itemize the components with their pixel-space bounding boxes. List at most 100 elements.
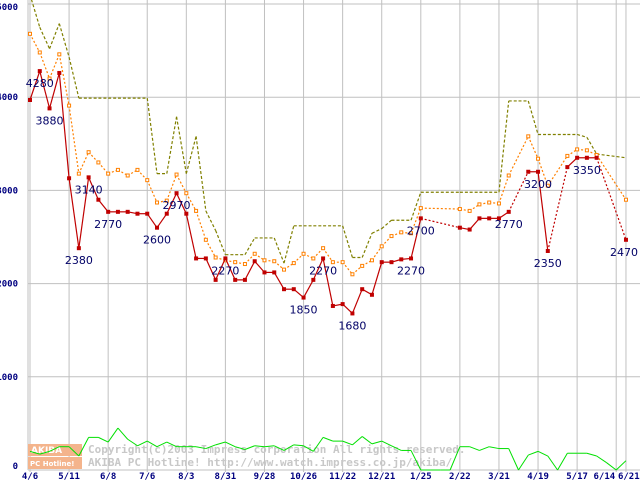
count-segment	[606, 462, 617, 471]
average-point	[467, 208, 472, 213]
data-label: 3350	[573, 164, 601, 177]
min-point	[350, 311, 355, 316]
data-label: 2770	[495, 218, 523, 231]
min-segment	[322, 258, 334, 307]
x-tick-label: 10/26	[290, 472, 317, 480]
average-point	[409, 231, 414, 236]
count-segment	[274, 445, 285, 451]
average-point	[203, 237, 208, 242]
average-point	[575, 147, 580, 152]
count-segment	[146, 440, 158, 448]
min-point	[174, 191, 179, 196]
min-point	[584, 155, 589, 160]
min-point	[389, 260, 394, 265]
max-segment	[68, 56, 80, 99]
x-tick-label: 6/21	[618, 472, 640, 480]
min-point	[418, 216, 423, 221]
watermark-copyright: Copyright(c)2003 Impress corporation All…	[88, 443, 466, 456]
min-point	[28, 97, 32, 102]
average-point	[360, 263, 365, 268]
min-point	[330, 303, 335, 308]
data-label: 2380	[65, 254, 93, 267]
min-segment	[273, 272, 285, 290]
min-segment	[146, 213, 158, 229]
min-segment	[410, 218, 422, 259]
count-segment	[586, 452, 597, 457]
data-label: 2970	[163, 199, 191, 212]
data-label: 4280	[26, 77, 54, 90]
average-point	[135, 167, 140, 172]
min-point	[47, 106, 52, 111]
average-segment	[195, 210, 207, 240]
min-segment	[508, 171, 529, 213]
min-segment	[78, 177, 90, 249]
min-point	[115, 209, 120, 214]
average-point	[487, 200, 492, 205]
average-point	[536, 156, 541, 161]
average-point	[233, 260, 238, 265]
average-segment	[58, 54, 70, 106]
count-segment	[127, 438, 138, 447]
min-point	[545, 248, 550, 253]
count-segment	[264, 445, 275, 448]
min-point	[145, 211, 150, 216]
count-segment	[449, 446, 461, 471]
count-segment	[68, 446, 80, 457]
min-point	[526, 169, 531, 174]
average-point	[252, 251, 257, 256]
average-point	[545, 183, 550, 188]
x-tick-label: 7/6	[139, 472, 155, 480]
average-point	[86, 150, 91, 155]
x-tick-label: 1/25	[410, 472, 432, 480]
max-segment	[166, 116, 178, 174]
min-point	[536, 169, 541, 174]
average-point	[47, 76, 52, 81]
average-point	[115, 167, 120, 172]
x-tick-label: 8/31	[215, 472, 237, 480]
max-segment	[175, 116, 187, 174]
x-tick-label: 11/22	[329, 472, 356, 480]
min-point	[252, 259, 257, 264]
count-segment	[596, 455, 607, 463]
min-point	[496, 216, 501, 221]
count-segment	[381, 440, 392, 447]
y-tick-label: 5000	[0, 3, 18, 13]
min-point	[487, 216, 492, 221]
average-point	[272, 259, 277, 264]
min-segment	[351, 288, 363, 314]
min-segment	[58, 72, 70, 179]
count-segment	[342, 440, 353, 446]
count-segment	[166, 441, 177, 448]
average-point	[526, 134, 531, 139]
y-tick-label: 0	[13, 462, 18, 472]
average-point	[28, 31, 32, 36]
min-segment	[88, 177, 99, 200]
data-label: 2270	[397, 264, 425, 277]
count-segment	[244, 445, 255, 450]
average-point	[194, 208, 199, 213]
min-point	[233, 277, 238, 282]
average-point	[164, 198, 169, 203]
average-point	[301, 251, 306, 256]
max-segment	[381, 219, 392, 230]
average-point	[282, 267, 287, 272]
count-segment	[352, 436, 363, 446]
count-segment	[156, 441, 167, 448]
data-label: 2350	[534, 257, 562, 270]
min-point	[184, 211, 189, 216]
count-segment	[205, 444, 216, 450]
watermark: AKIBA PC Hotline! Copyright(c)2003 Impre…	[28, 443, 466, 469]
average-segment	[498, 175, 510, 204]
min-point	[360, 287, 365, 292]
average-point	[57, 52, 62, 57]
average-segment	[342, 261, 353, 275]
min-point	[213, 277, 218, 282]
min-segment	[156, 213, 168, 229]
x-tick-label: 4/6	[22, 472, 38, 480]
min-segment	[48, 72, 60, 109]
average-point	[291, 261, 296, 266]
min-segment	[185, 213, 197, 259]
average-point	[399, 230, 404, 235]
min-segment	[68, 178, 80, 249]
